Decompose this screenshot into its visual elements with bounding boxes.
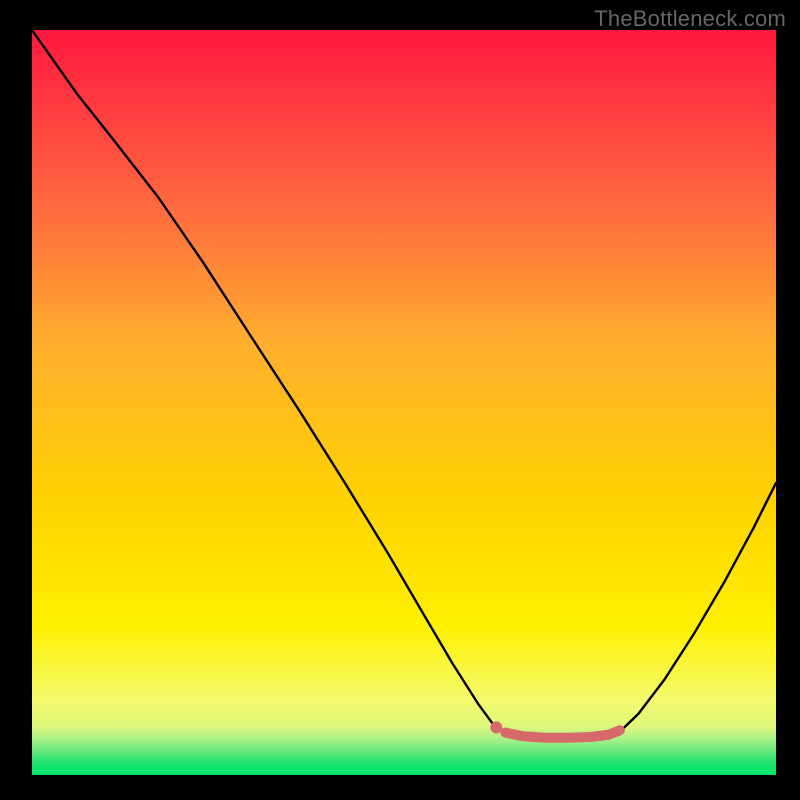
chart-frame: { "watermark": { "text": "TheBottleneck.… [0, 0, 800, 800]
chart-svg [32, 30, 776, 775]
watermark-text: TheBottleneck.com [594, 6, 786, 32]
chart-plot-area [32, 30, 776, 775]
minimum-dot [490, 721, 502, 733]
chart-background [32, 30, 776, 775]
